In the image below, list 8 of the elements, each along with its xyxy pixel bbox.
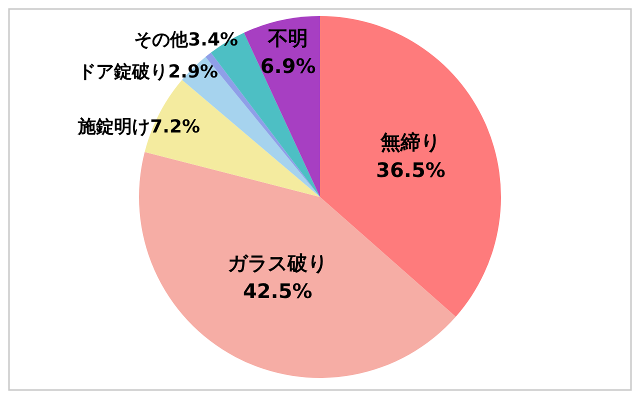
data-label: 36.5% bbox=[376, 158, 446, 182]
data-label: 6.9% bbox=[260, 54, 316, 78]
slice-label: ガラス破り bbox=[228, 250, 328, 275]
data-label: 42.5% bbox=[242, 278, 312, 303]
slice-label: 施錠明け7.2% bbox=[77, 116, 200, 138]
slice-label: ドア錠破り2.9% bbox=[78, 62, 218, 82]
slice-label: 無締り bbox=[380, 130, 441, 154]
slice-label: 不明 bbox=[267, 26, 308, 50]
